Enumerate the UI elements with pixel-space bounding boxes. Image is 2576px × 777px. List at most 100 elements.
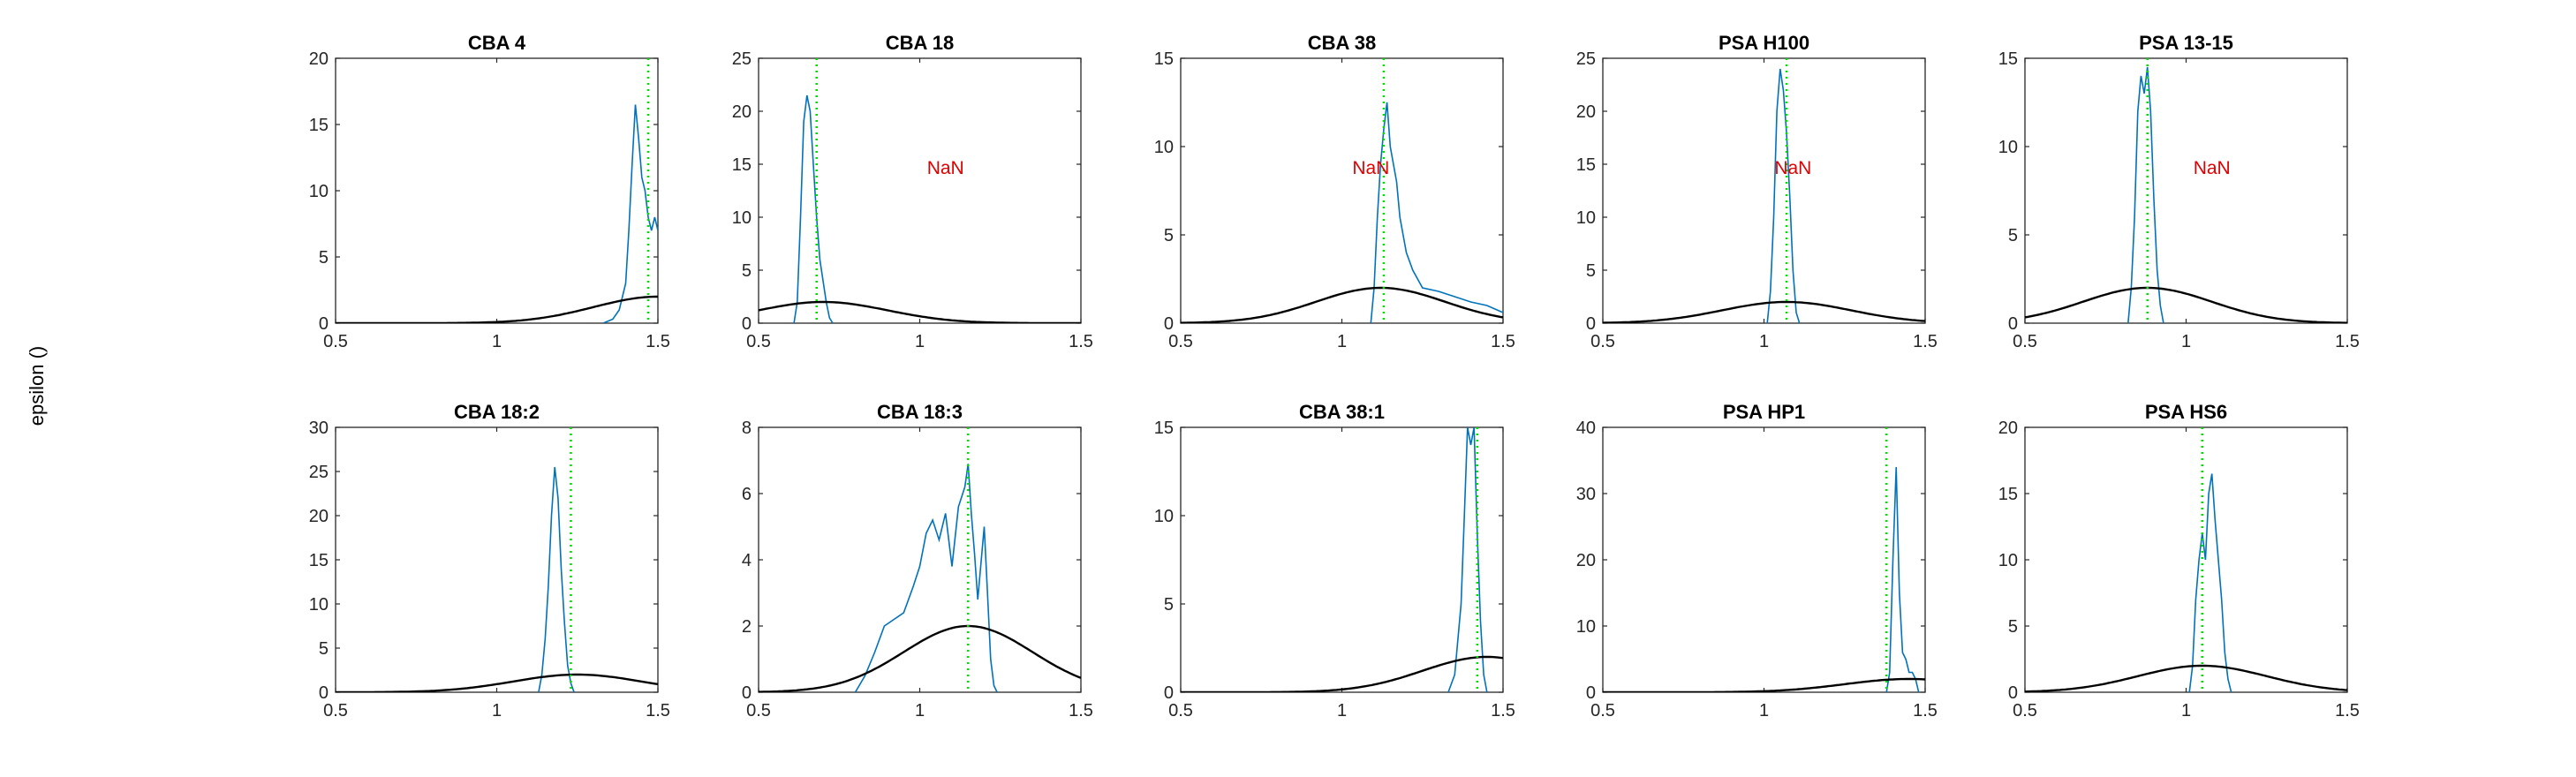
plot-data	[1603, 427, 1925, 692]
plot-data	[2025, 427, 2347, 692]
y-tick-label: 15	[1154, 419, 1174, 438]
nan-annotation: NaN	[927, 158, 964, 178]
subplot: 0 2 4 6 8 0.5 1 1.5 CBA 18:3	[742, 401, 1093, 720]
x-tick-label: 0.5	[2013, 332, 2037, 351]
y-tick-label: 0	[2008, 314, 2018, 334]
plot-frame	[2024, 57, 2348, 324]
subplot: 0 5 10 15 20 0.5 1 1.5 PSA HS6	[1998, 401, 2360, 720]
y-tick-label: 10	[309, 595, 329, 615]
y-tick-label: 10	[1576, 208, 1596, 228]
plot-data	[2025, 58, 2347, 323]
plot-frame	[335, 426, 659, 693]
posterior-trace	[2127, 66, 2164, 323]
y-tick-label: 4	[742, 551, 752, 570]
x-tick-label: 1	[1337, 332, 1347, 351]
y-tick-label: 0	[1164, 683, 1174, 703]
x-tick-label: 1.5	[2335, 701, 2360, 720]
plot-data	[336, 58, 658, 323]
prior-curve	[2025, 286, 2347, 323]
plot-frame	[335, 57, 659, 324]
plot-data	[1181, 427, 1503, 692]
x-tick-label: 1.5	[1913, 701, 1938, 720]
x-tick-label: 0.5	[1168, 332, 1193, 351]
x-tick-label: 0.5	[746, 332, 771, 351]
subplot-title: PSA HS6	[2145, 401, 2227, 423]
y-tick-label: 0	[2008, 683, 2018, 703]
y-tick-label: 0	[319, 683, 329, 703]
prior-curve	[2025, 664, 2347, 692]
subplot-title: PSA H100	[1719, 32, 1809, 54]
nan-annotation: NaN	[2194, 158, 2231, 178]
subplot-title: CBA 4	[468, 32, 526, 54]
y-tick-label: 5	[742, 261, 752, 281]
x-tick-label: 1	[915, 701, 925, 720]
y-tick-label: 5	[319, 639, 329, 659]
x-tick-label: 1.5	[1069, 701, 1093, 720]
plot-frame	[1602, 57, 1926, 324]
prior-curve	[336, 673, 658, 692]
y-tick-label: 20	[309, 49, 329, 69]
x-tick-label: 0.5	[2013, 701, 2037, 720]
y-tick-label: 0	[1586, 314, 1596, 334]
subplot: 0 5 10 15 0.5 1 1.5 CBA 38 NaN	[1154, 32, 1515, 351]
y-tick-label: 30	[1576, 485, 1596, 504]
subplot: 0 5 10 15 0.5 1 1.5 PSA 13-15 NaN	[1998, 32, 2360, 351]
y-tick-label: 5	[1586, 261, 1596, 281]
y-tick-label: 15	[309, 116, 329, 135]
plot-frame	[1602, 426, 1926, 693]
y-tick-label: 6	[742, 485, 752, 504]
y-tick-label: 30	[309, 419, 329, 438]
prior-curve	[759, 300, 1081, 323]
y-tick-label: 15	[309, 551, 329, 570]
x-tick-label: 1	[1337, 701, 1347, 720]
nan-annotation: NaN	[1774, 158, 1811, 178]
x-tick-label: 1	[1759, 701, 1769, 720]
posterior-trace	[602, 104, 658, 323]
y-tick-label: 25	[309, 463, 329, 482]
plot-frame	[1180, 426, 1504, 693]
x-tick-label: 1	[492, 332, 502, 351]
subplot-title: CBA 18	[886, 32, 954, 54]
x-tick-label: 1.5	[2335, 332, 2360, 351]
y-tick-label: 0	[742, 683, 752, 703]
y-tick-label: 20	[732, 102, 752, 122]
y-axis-label: epsilon ()	[26, 345, 48, 426]
plot-data	[759, 58, 1081, 323]
prior-curve	[1181, 655, 1503, 692]
x-tick-label: 0.5	[1590, 332, 1615, 351]
subplot: 0 5 10 15 20 0.5 1 1.5 CBA 4	[309, 32, 670, 351]
subplot-title: PSA HP1	[1723, 401, 1805, 423]
y-tick-label: 20	[1576, 551, 1596, 570]
y-tick-label: 5	[2008, 226, 2018, 245]
plot-data	[336, 427, 658, 692]
y-tick-label: 10	[1154, 507, 1174, 526]
x-tick-label: 1	[1759, 332, 1769, 351]
y-tick-label: 10	[1998, 551, 2018, 570]
prior-curve	[336, 295, 658, 323]
y-tick-label: 5	[2008, 617, 2018, 637]
y-tick-label: 10	[309, 182, 329, 201]
y-tick-label: 20	[1576, 102, 1596, 122]
posterior-trace	[1447, 427, 1488, 692]
subplot: 0 5 10 15 0.5 1 1.5 CBA 38:1	[1154, 401, 1515, 720]
posterior-trace	[1766, 68, 1801, 323]
y-tick-label: 10	[1998, 138, 2018, 157]
x-tick-label: 0.5	[746, 701, 771, 720]
y-tick-label: 15	[1998, 49, 2018, 69]
x-tick-label: 1	[2181, 332, 2191, 351]
y-tick-label: 0	[742, 314, 752, 334]
posterior-trace	[1885, 466, 1920, 692]
subplot: 0 5 10 15 20 25 30 0.5 1 1.5 CBA 18:2	[309, 401, 670, 720]
y-tick-label: 5	[319, 248, 329, 268]
y-tick-label: 0	[1164, 314, 1174, 334]
x-tick-label: 1.5	[1069, 332, 1093, 351]
y-tick-label: 2	[742, 617, 752, 637]
posterior-trace	[854, 464, 998, 692]
x-tick-label: 1.5	[646, 332, 670, 351]
y-tick-label: 15	[732, 155, 752, 175]
x-tick-label: 1.5	[1491, 701, 1515, 720]
nan-annotation: NaN	[1352, 158, 1389, 178]
y-tick-label: 0	[319, 314, 329, 334]
